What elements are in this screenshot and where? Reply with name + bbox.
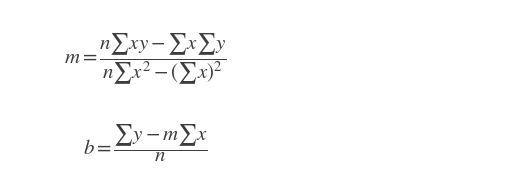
Text: $m = \dfrac{n\sum xy - \sum x\sum y}{n\sum x^2 - (\sum x)^2}$: $m = \dfrac{n\sum xy - \sum x\sum y}{n\s… [64, 30, 226, 87]
Text: $b = \dfrac{\sum y - m\sum x}{n}$: $b = \dfrac{\sum y - m\sum x}{n}$ [82, 122, 208, 164]
